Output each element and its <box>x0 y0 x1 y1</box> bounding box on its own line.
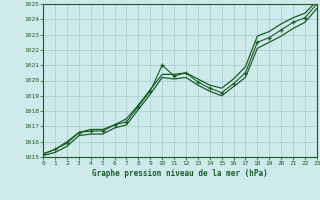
X-axis label: Graphe pression niveau de la mer (hPa): Graphe pression niveau de la mer (hPa) <box>92 169 268 178</box>
